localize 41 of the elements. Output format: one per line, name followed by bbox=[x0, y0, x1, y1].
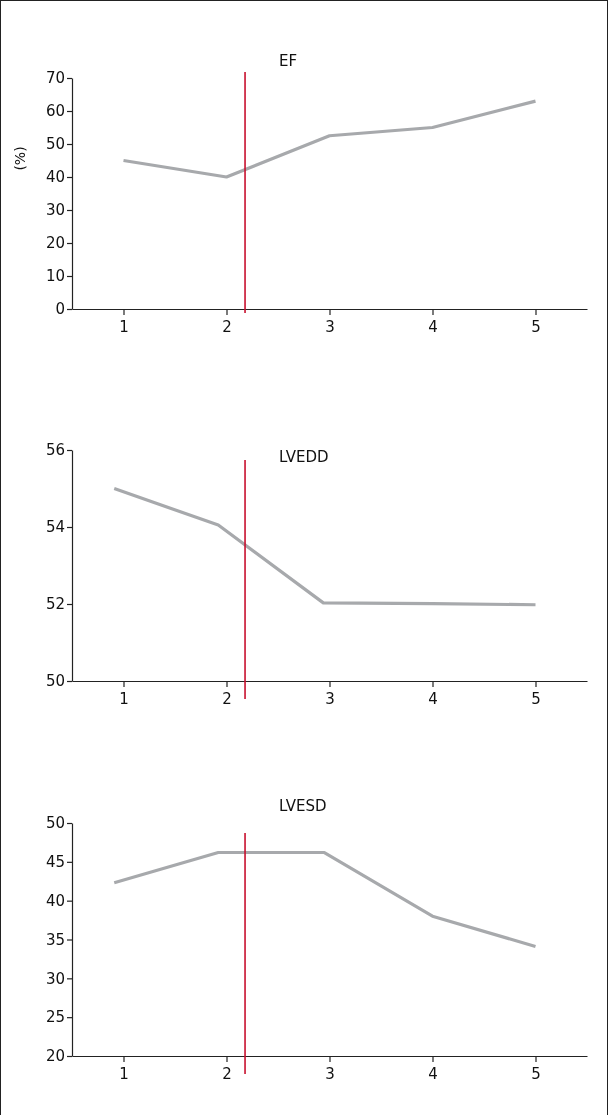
y-tick-label: 50 bbox=[45, 672, 65, 691]
line-series bbox=[112, 486, 538, 607]
y-tick-label: 56 bbox=[45, 441, 65, 460]
y-tick-label: 10 bbox=[45, 267, 65, 286]
chart-title: LVEDD bbox=[279, 448, 329, 466]
y-tick-label: 0 bbox=[55, 300, 65, 319]
y-tick-label: 54 bbox=[45, 518, 65, 537]
x-tick-label: 3 bbox=[325, 1064, 335, 1083]
x-tick-label: 2 bbox=[222, 1064, 232, 1083]
x-tick-label: 4 bbox=[428, 689, 438, 708]
y-tick-label: 52 bbox=[45, 595, 65, 614]
chart-title: EF bbox=[279, 52, 298, 70]
x-tick-label: 5 bbox=[531, 317, 541, 336]
y-tick-label: 30 bbox=[45, 201, 65, 220]
chart-title: LVESD bbox=[279, 797, 327, 815]
y-tick-label: 40 bbox=[45, 891, 65, 910]
x-tick-label: 3 bbox=[325, 689, 335, 708]
y-tick-label: 70 bbox=[45, 69, 65, 88]
y-tick-label: 20 bbox=[45, 1047, 65, 1066]
x-tick-label: 4 bbox=[428, 317, 438, 336]
y-axis-title: (%) bbox=[12, 146, 28, 171]
y-tick-label: 35 bbox=[45, 930, 65, 949]
x-tick-label: 1 bbox=[119, 317, 129, 336]
y-tick-label: 40 bbox=[45, 168, 65, 187]
x-tick-label: 5 bbox=[531, 689, 541, 708]
y-tick-label: 30 bbox=[45, 969, 65, 988]
y-tick-label: 45 bbox=[45, 853, 65, 872]
x-tick-label: 1 bbox=[119, 1064, 129, 1083]
y-tick-label: 25 bbox=[45, 1008, 65, 1027]
y-tick-label: 50 bbox=[45, 135, 65, 154]
line-series bbox=[112, 850, 538, 949]
y-tick-label: 60 bbox=[45, 102, 65, 121]
x-tick-label: 4 bbox=[428, 1064, 438, 1083]
y-tick-label: 50 bbox=[45, 814, 65, 833]
x-tick-label: 2 bbox=[222, 317, 232, 336]
x-tick-label: 2 bbox=[222, 689, 232, 708]
x-tick-label: 1 bbox=[119, 689, 129, 708]
y-tick-label: 20 bbox=[45, 234, 65, 253]
x-tick-label: 5 bbox=[531, 1064, 541, 1083]
x-tick-label: 3 bbox=[325, 317, 335, 336]
line-series bbox=[121, 99, 538, 179]
